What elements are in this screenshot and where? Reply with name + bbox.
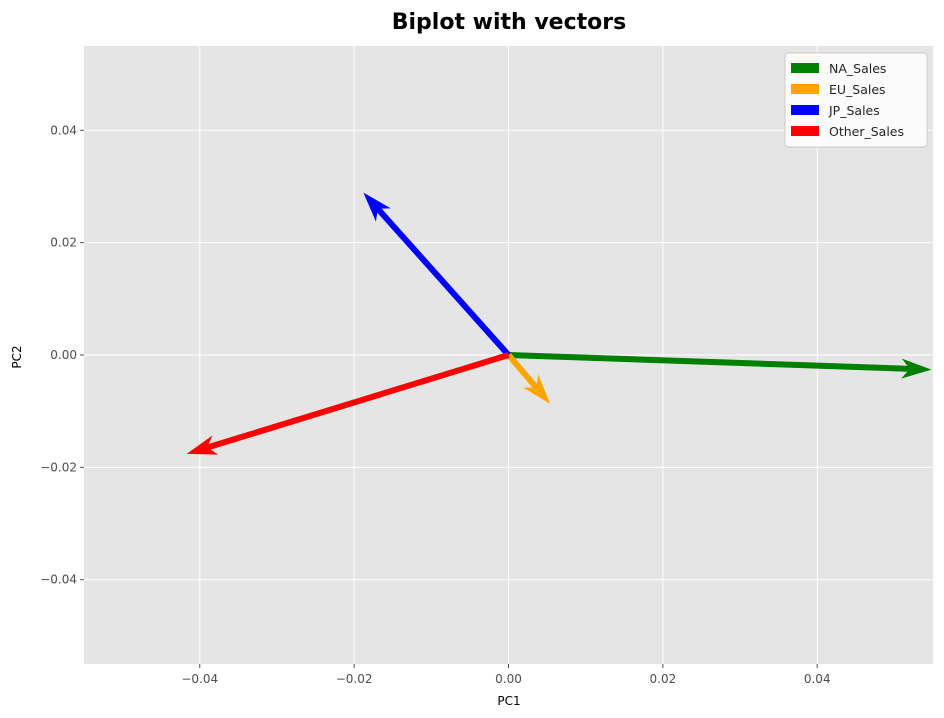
x-axis-label: PC1 (497, 694, 520, 708)
legend-label: Other_Sales (829, 124, 904, 139)
y-tick-label: −0.04 (40, 573, 77, 587)
vector-shaft (375, 206, 511, 357)
axis-ticks: −0.04 −0.02 0.00 0.02 0.04 −0.04 −0.02 0.00 0.02… (40, 123, 830, 686)
vector-shaft (506, 353, 539, 390)
legend-label: JP_Sales (828, 103, 880, 118)
vector-other-sales (186, 352, 510, 455)
vector-jp-sales (363, 192, 511, 357)
legend-frame (784, 52, 928, 148)
x-tick-label: −0.04 (181, 672, 218, 686)
y-axis-label: PC2 (10, 345, 24, 368)
legend-swatch (791, 63, 819, 73)
vector-shaft (508, 352, 910, 372)
y-tick-label: 0.04 (50, 123, 77, 137)
vector-shaft (206, 352, 510, 451)
vector-na-sales (508, 352, 932, 379)
vector-head (901, 358, 932, 379)
chart-title: Biplot with vectors (392, 10, 626, 35)
legend-label: NA_Sales (829, 61, 886, 76)
legend-label: EU_Sales (829, 82, 886, 97)
x-tick-label: −0.02 (336, 672, 373, 686)
legend-swatch (791, 126, 819, 136)
vector-eu-sales (506, 353, 551, 404)
y-tick-label: −0.02 (40, 460, 77, 474)
x-tick-label: 0.00 (495, 672, 522, 686)
loading-vectors (186, 192, 932, 455)
x-tick-label: 0.02 (650, 672, 677, 686)
y-tick-label: 0.00 (50, 348, 77, 362)
vector-head (186, 435, 219, 455)
legend-swatch (791, 84, 819, 94)
x-tick-label: 0.04 (804, 672, 831, 686)
legend: NA_Sales EU_Sales JP_Sales Other_Sales (784, 52, 928, 148)
vector-head (363, 192, 391, 222)
y-tick-label: 0.02 (50, 236, 77, 250)
legend-swatch (791, 105, 819, 115)
vector-head (523, 374, 551, 404)
